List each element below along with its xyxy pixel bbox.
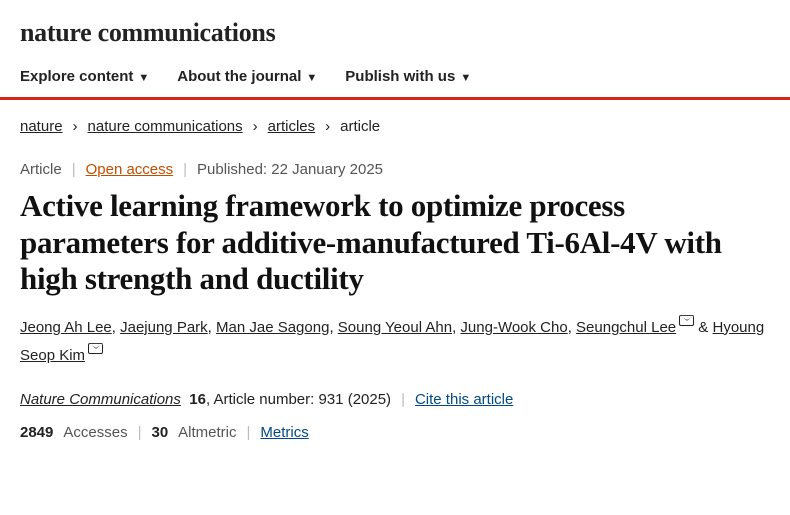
author-link[interactable]: Man Jae Sagong bbox=[216, 319, 329, 336]
author-link[interactable]: Soung Yeoul Ahn bbox=[338, 319, 452, 336]
mail-icon[interactable] bbox=[88, 343, 103, 354]
divider: | bbox=[183, 161, 187, 178]
altmetric-label: Altmetric bbox=[178, 424, 236, 441]
nav-about-label: About the journal bbox=[177, 68, 301, 85]
nav-explore-content[interactable]: Explore content ▼ bbox=[20, 68, 149, 85]
divider: | bbox=[401, 391, 405, 408]
metrics-link[interactable]: Metrics bbox=[260, 424, 308, 441]
published-date: Published: 22 January 2025 bbox=[197, 161, 383, 178]
chevron-right-icon: › bbox=[73, 118, 78, 135]
divider: | bbox=[72, 161, 76, 178]
accesses-count: 2849 bbox=[20, 424, 53, 441]
chevron-down-icon: ▼ bbox=[460, 72, 471, 84]
divider: | bbox=[138, 424, 142, 441]
chevron-right-icon: › bbox=[253, 118, 258, 135]
nav-publish-with-us[interactable]: Publish with us ▼ bbox=[345, 68, 471, 85]
journal-brand[interactable]: nature communications bbox=[0, 0, 790, 62]
author-link[interactable]: Jaejung Park bbox=[120, 319, 208, 336]
accesses-label: Accesses bbox=[63, 424, 127, 441]
journal-volume: 16 bbox=[189, 391, 206, 408]
chevron-down-icon: ▼ bbox=[138, 72, 149, 84]
nav-about-journal[interactable]: About the journal ▼ bbox=[177, 68, 317, 85]
artnum-label: , Article number: bbox=[206, 391, 314, 408]
author-separator: , bbox=[329, 319, 337, 336]
nav-explore-label: Explore content bbox=[20, 68, 133, 85]
mail-icon[interactable] bbox=[679, 315, 694, 326]
divider: | bbox=[247, 424, 251, 441]
article-meta: Article | Open access | Published: 22 Ja… bbox=[0, 137, 790, 186]
author-list: Jeong Ah Lee, Jaejung Park, Man Jae Sago… bbox=[0, 308, 790, 371]
breadcrumb: nature › nature communications › article… bbox=[0, 100, 790, 137]
breadcrumb-current: article bbox=[340, 118, 380, 135]
breadcrumb-nature[interactable]: nature bbox=[20, 118, 63, 135]
author-separator: , bbox=[568, 319, 576, 336]
author-link[interactable]: Seungchul Lee bbox=[576, 319, 676, 336]
cite-article-link[interactable]: Cite this article bbox=[415, 391, 513, 408]
altmetric-count: 30 bbox=[151, 424, 168, 441]
author-separator: , bbox=[208, 319, 216, 336]
article-number: 931 (2025) bbox=[319, 391, 392, 408]
author-link[interactable]: Jeong Ah Lee bbox=[20, 319, 112, 336]
chevron-down-icon: ▼ bbox=[306, 72, 317, 84]
journal-name-link[interactable]: Nature Communications bbox=[20, 391, 181, 408]
main-nav: Explore content ▼ About the journal ▼ Pu… bbox=[0, 62, 790, 100]
journal-citation: Nature Communications 16, Article number… bbox=[0, 371, 790, 408]
breadcrumb-articles[interactable]: articles bbox=[268, 118, 316, 135]
article-metrics: 2849 Accesses | 30 Altmetric | Metrics bbox=[0, 408, 790, 441]
chevron-right-icon: › bbox=[325, 118, 330, 135]
article-title: Active learning framework to optimize pr… bbox=[0, 186, 790, 308]
author-separator: & bbox=[694, 319, 712, 336]
author-separator: , bbox=[112, 319, 120, 336]
author-link[interactable]: Jung-Wook Cho bbox=[460, 319, 567, 336]
breadcrumb-natcomms[interactable]: nature communications bbox=[88, 118, 243, 135]
article-type: Article bbox=[20, 161, 62, 178]
open-access-badge[interactable]: Open access bbox=[86, 161, 174, 178]
nav-publish-label: Publish with us bbox=[345, 68, 455, 85]
